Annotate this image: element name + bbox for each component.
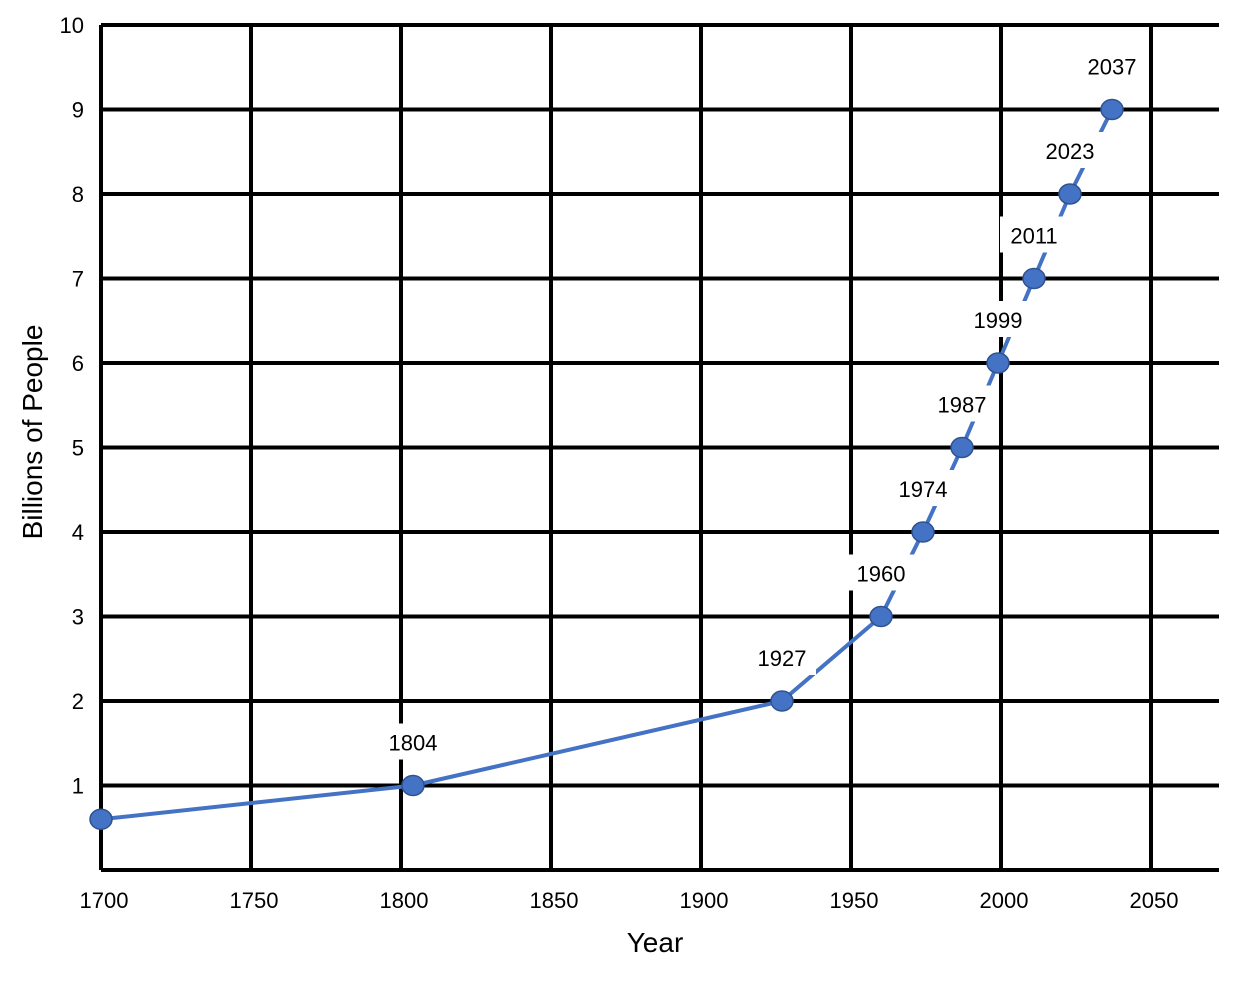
point-label-1960: 1960: [857, 562, 906, 587]
data-point-1960: [869, 605, 893, 628]
data-point-2037: [1100, 98, 1124, 121]
point-label-bg-1927: [748, 639, 816, 675]
point-label-bg-1999: [964, 301, 1032, 337]
y-tick-label-5: 5: [72, 436, 84, 461]
point-label-2023: 2023: [1046, 139, 1095, 164]
point-label-bg-2037: [1078, 47, 1146, 84]
data-point-1974: [911, 521, 935, 543]
y-tick-label-9: 9: [72, 98, 84, 123]
x-tick-label-1800: 1800: [380, 888, 429, 913]
x-tick-label-1900: 1900: [680, 888, 729, 913]
x-axis-title: Year: [627, 927, 684, 958]
point-label-bg-1987: [928, 385, 996, 422]
y-tick-label-1: 1: [72, 774, 84, 799]
data-point-2011: [1022, 267, 1046, 290]
y-tick-label-3: 3: [72, 605, 84, 630]
y-tick-label-8: 8: [72, 182, 84, 207]
y-axis-title: Billions of People: [17, 325, 48, 540]
x-tick-label-2050: 2050: [1130, 888, 1179, 913]
point-label-1999: 1999: [974, 308, 1023, 333]
y-tick-label-4: 4: [72, 520, 84, 545]
series-group: [89, 98, 1124, 831]
point-label-bg-2011: [1000, 216, 1068, 253]
y-tick-labels: 1 2 3 4 5 6 7 8 9 10: [60, 13, 84, 799]
x-tick-label-1750: 1750: [230, 888, 279, 913]
x-tick-label-1850: 1850: [530, 888, 579, 913]
x-tick-labels: 1700 1750 1800 1850 1900 1950 2000 2050: [80, 888, 1179, 913]
point-label-bg-1804: [379, 723, 447, 760]
point-label-bg-2023: [1036, 132, 1104, 168]
x-tick-label-1950: 1950: [830, 888, 879, 913]
point-label-1974: 1974: [899, 477, 948, 502]
y-tick-label-7: 7: [72, 267, 84, 292]
point-label-bg-1974: [889, 470, 957, 506]
point-label-1987: 1987: [938, 393, 987, 418]
point-label-2037: 2037: [1088, 55, 1137, 80]
data-point-1700: [89, 808, 113, 831]
x-tick-label-2000: 2000: [980, 888, 1029, 913]
point-label-bg-1960: [847, 554, 915, 591]
point-labels: 1804 1927 1960 1974 1987 1999 2011 2023 2037: [379, 47, 1146, 760]
data-point-2023: [1058, 183, 1082, 205]
data-point-1804: [401, 774, 425, 797]
y-tick-label-10: 10: [60, 13, 84, 38]
point-label-1927: 1927: [758, 646, 807, 671]
y-tick-label-6: 6: [72, 351, 84, 376]
x-tick-label-1700: 1700: [80, 888, 129, 913]
point-label-2011: 2011: [1010, 224, 1057, 249]
point-label-1804: 1804: [389, 731, 438, 756]
data-point-1987: [950, 436, 974, 459]
y-tick-label-2: 2: [72, 689, 84, 714]
data-point-1999: [986, 352, 1010, 374]
data-point-1927: [770, 690, 794, 712]
